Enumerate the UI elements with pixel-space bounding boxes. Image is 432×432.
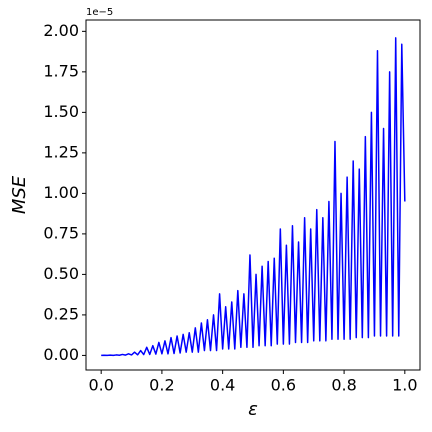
y-tick-label: 1.50 [43,102,79,121]
y-tick-label: 1.00 [43,183,79,202]
plot-frame [85,19,421,371]
x-tick-label: 0.6 [271,376,296,395]
y-axis-label: MSE [9,175,30,214]
y-tick-label: 0.75 [43,223,79,242]
y-tick-label: 1.25 [43,142,79,161]
x-tick-label: 0.2 [149,376,174,395]
x-tick-label: 0.0 [88,376,113,395]
y-tick-label: 0.00 [43,345,79,364]
y-tick-label: 0.50 [43,264,79,283]
x-tick-label: 0.4 [210,376,235,395]
x-tick-label: 1.0 [392,376,417,395]
data-line [101,37,406,357]
y-offset-label: 1e−5 [86,7,113,18]
x-axis-label: ε [248,399,258,420]
y-tick-label: 1.75 [43,61,79,80]
y-tick-label: 2.00 [43,21,79,40]
x-tick-label: 0.8 [331,376,356,395]
y-tick-label: 0.25 [43,304,79,323]
